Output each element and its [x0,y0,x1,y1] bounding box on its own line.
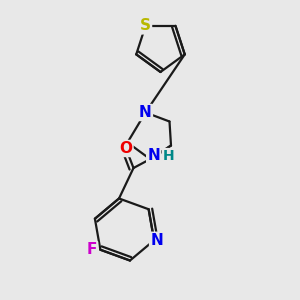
Text: N: N [147,148,160,164]
Text: S: S [140,18,151,33]
Text: O: O [119,141,133,156]
Text: N: N [150,233,163,248]
Text: N: N [139,105,152,120]
Text: F: F [87,242,97,257]
Text: H: H [163,149,174,163]
